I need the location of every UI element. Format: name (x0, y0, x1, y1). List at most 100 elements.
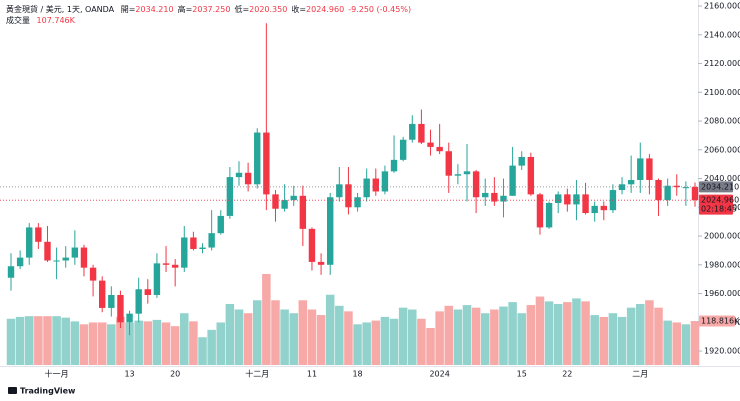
candle-body (509, 165, 516, 196)
volume-bar (553, 303, 563, 365)
logo-icon (8, 387, 17, 394)
volume-bar (88, 322, 98, 365)
ohlc-label: 低= (234, 4, 249, 14)
volume-bar (234, 309, 244, 365)
y-tick-label: 2120.000 (704, 59, 740, 68)
candle-body (117, 294, 124, 323)
ohlc-value: 2024.960 (306, 5, 344, 14)
volume-bar (216, 322, 226, 365)
volume-bar (380, 316, 390, 365)
volume-bar (654, 307, 663, 365)
volume-bar (24, 316, 34, 365)
x-tick-label: 13 (124, 370, 134, 379)
ohlc-label: 高= (178, 4, 193, 14)
volume-bar (526, 305, 536, 365)
volume-bar (6, 318, 16, 365)
candle-body (135, 289, 142, 314)
volume-bar (207, 329, 216, 365)
price-tag-sub: 02:18:45 (701, 205, 737, 214)
candle-body (308, 228, 316, 262)
x-tick-label: 22 (562, 370, 572, 379)
volume-bar (97, 322, 107, 365)
candle-body (409, 123, 416, 140)
volume-bar (408, 309, 417, 365)
volume-label: 成交量 (6, 15, 30, 25)
candle-body (317, 261, 325, 265)
candle-body (573, 194, 580, 205)
volume-bar (681, 324, 691, 365)
volume-bar (544, 301, 554, 365)
candle-body (564, 194, 571, 205)
volume-bar (362, 322, 371, 365)
y-tick-label: 2040.000 (704, 174, 740, 183)
candle-body (144, 289, 151, 295)
candle-body (582, 194, 589, 214)
x-tick-label: 2024 (429, 370, 449, 379)
volume-bar (262, 274, 271, 365)
volume-bar (125, 322, 134, 365)
volume-bar (79, 324, 89, 365)
volume-tag (699, 315, 735, 327)
ohlc-label: 收= (291, 4, 306, 14)
candle-body (26, 227, 33, 258)
volume-bar (389, 318, 399, 365)
candle-body (618, 184, 626, 191)
volume-bar (52, 316, 61, 365)
volume-bar (70, 321, 80, 365)
candle-body (44, 241, 51, 261)
y-tick-label: 1980.000 (704, 260, 740, 269)
candle-body (199, 247, 206, 249)
candle-body (7, 266, 15, 278)
price-tag-label: 2024.960 (701, 196, 739, 205)
candle-body (637, 158, 644, 180)
volume-bar (152, 319, 162, 365)
candle-body (482, 192, 489, 198)
volume-bar (316, 315, 326, 365)
candle-body (436, 146, 443, 152)
candle-body (181, 237, 188, 268)
volume-bar (462, 305, 472, 365)
ohlc-value: 2037.250 (192, 5, 230, 14)
logo-text: TradingView (20, 387, 76, 396)
price-tag (699, 181, 733, 193)
candle-body (418, 123, 425, 143)
y-tick-label: 1920.000 (704, 347, 740, 356)
candle-body (345, 184, 352, 208)
candle-body (53, 260, 60, 262)
volume-bar (672, 322, 682, 365)
volume-value: 107.746K (37, 16, 76, 25)
volume-bar (325, 294, 335, 365)
volume-tag-label: 118.816K (701, 317, 740, 326)
candle-body (399, 139, 407, 160)
candle-body (35, 227, 42, 242)
volume-bar (645, 300, 654, 365)
candle-body (381, 171, 389, 192)
candle-body (89, 267, 97, 281)
volume-bar (398, 307, 408, 365)
volume-bar (608, 313, 618, 365)
y-tick-label: 1960.000 (704, 289, 740, 298)
volume-bar (471, 307, 481, 365)
volume-bar (298, 300, 308, 365)
volume-bar (243, 313, 253, 365)
candle-body (299, 195, 307, 229)
candle-body (454, 174, 462, 176)
volume-bar (280, 309, 289, 365)
volume-bar (353, 324, 362, 365)
candle-body (254, 132, 261, 185)
candle-body (208, 233, 215, 248)
x-tick-label: 20 (170, 370, 180, 379)
volume-bar (490, 309, 499, 365)
logo: TradingView (8, 387, 76, 396)
candle-body (691, 186, 699, 201)
volume-bar (371, 320, 381, 365)
volume-bar (143, 321, 153, 365)
ohlc-value: 2020.350 (249, 5, 287, 14)
candle-body (235, 172, 243, 178)
candle-body (646, 158, 653, 180)
volume-bar (517, 313, 526, 365)
y-tick-label: 2000.000 (704, 232, 740, 241)
candle-body (336, 184, 343, 198)
volume-bar (435, 311, 444, 365)
candle-body (354, 197, 361, 208)
